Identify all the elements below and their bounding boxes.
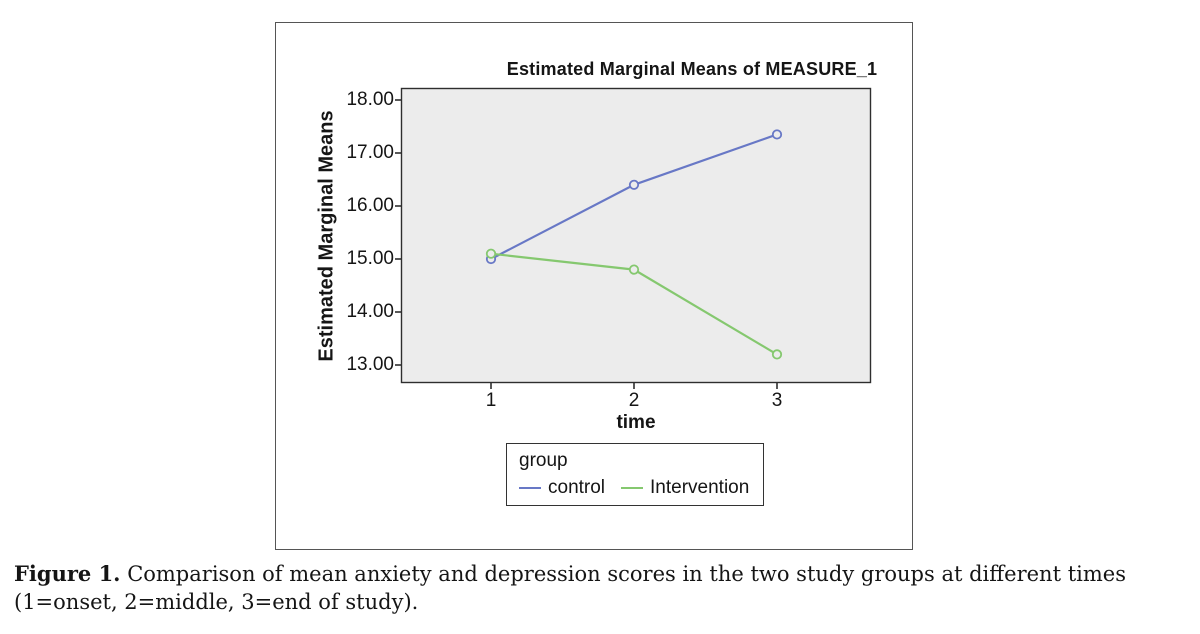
legend-label: Intervention bbox=[650, 477, 750, 498]
y-tick-label: 18.00 bbox=[346, 89, 394, 110]
legend-item-Intervention: Intervention bbox=[621, 477, 749, 499]
legend-swatch-Intervention bbox=[621, 487, 644, 489]
y-tick-label: 17.00 bbox=[346, 142, 394, 163]
y-tick-label: 13.00 bbox=[346, 354, 394, 375]
figure-frame: Estimated Marginal Means of MEASURE_1 Es… bbox=[275, 22, 913, 550]
legend-item-control: control bbox=[519, 477, 605, 499]
x-tick-label: 2 bbox=[628, 390, 640, 411]
y-tick-label: 16.00 bbox=[346, 195, 394, 216]
data-point-Intervention-2 bbox=[628, 264, 640, 275]
x-tick-label: 1 bbox=[485, 390, 497, 411]
chart-title: Estimated Marginal Means of MEASURE_1 bbox=[506, 59, 878, 79]
data-point-Intervention-3 bbox=[771, 349, 783, 360]
legend-swatch-control bbox=[519, 487, 541, 489]
figure-caption-label: Figure 1. bbox=[14, 561, 121, 586]
legend-label: control bbox=[548, 477, 606, 498]
plot-background bbox=[400, 87, 872, 384]
figure-caption: Figure 1. Comparison of mean anxiety and… bbox=[14, 560, 1194, 616]
data-point-Intervention-1 bbox=[485, 248, 497, 259]
y-tick-label: 15.00 bbox=[346, 248, 394, 269]
legend: group control Intervention bbox=[506, 443, 764, 506]
legend-title: group bbox=[519, 450, 568, 471]
x-axis-title: time bbox=[616, 412, 656, 433]
data-point-control-3 bbox=[771, 129, 783, 140]
figure-caption-text: Comparison of mean anxiety and depressio… bbox=[14, 562, 1126, 614]
x-tick-label: 3 bbox=[771, 390, 783, 411]
legend-entries: control Intervention bbox=[519, 477, 763, 499]
y-tick-label: 14.00 bbox=[346, 301, 394, 322]
plot-area bbox=[395, 87, 872, 389]
data-point-control-2 bbox=[628, 179, 640, 190]
